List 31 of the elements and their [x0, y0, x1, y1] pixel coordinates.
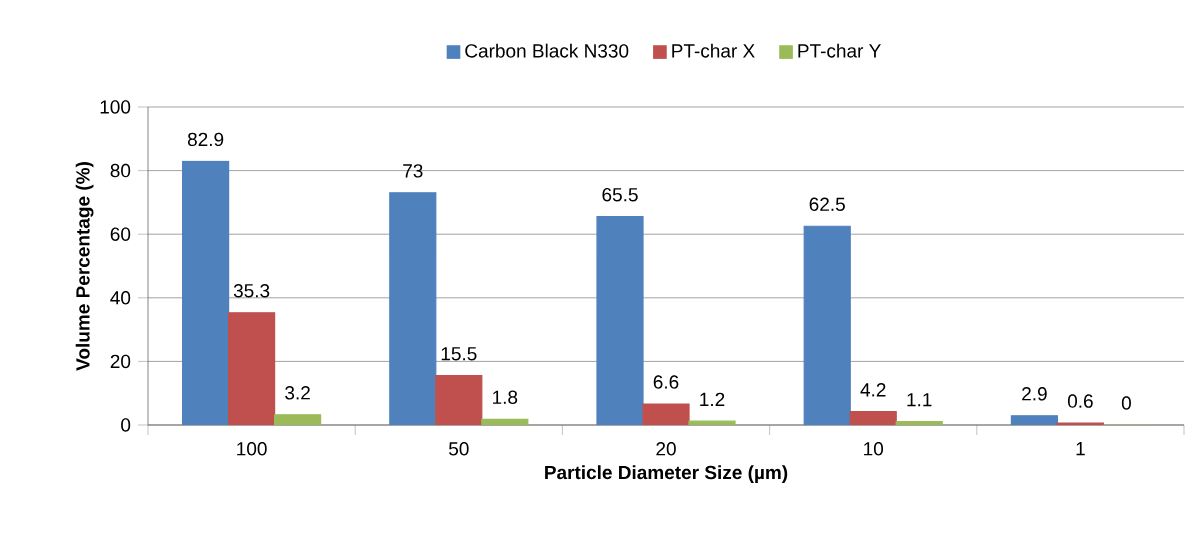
y-tick-label: 80 [110, 163, 131, 178]
x-axis-title: Particle Diameter Size (µm) [545, 465, 788, 483]
data-label: 0.6 [1067, 394, 1093, 408]
x-tick-label: 10 [864, 442, 884, 456]
y-tick-label: 40 [110, 291, 131, 305]
data-label: 62.5 [809, 197, 845, 211]
data-label: 15.5 [441, 347, 477, 361]
data-label: 65.5 [602, 187, 638, 202]
data-label: 82.9 [187, 132, 224, 147]
data-label: 1.2 [700, 392, 725, 406]
y-axis-title: Volume Percentage (%) [75, 162, 94, 371]
x-tick-label: 50 [448, 442, 469, 456]
data-label: 6.6 [653, 375, 679, 389]
legend-label: Carbon Black N330 [465, 43, 629, 58]
x-tick-label: 100 [237, 442, 267, 456]
data-label: 73 [403, 164, 423, 178]
data-label: 4.2 [860, 383, 886, 397]
y-tick-label: 20 [110, 354, 131, 369]
y-tick-label: 60 [110, 227, 131, 241]
legend-label: PT-char X [672, 43, 755, 58]
data-label: 2.9 [1022, 387, 1047, 401]
y-tick-label: 0 [121, 418, 131, 432]
legend-label: PT-char Y [798, 43, 881, 58]
data-label: 35.3 [233, 284, 270, 298]
data-label: 1.1 [907, 393, 932, 407]
data-label: 1.8 [493, 390, 518, 405]
x-tick-label: 20 [656, 442, 676, 456]
x-tick-label: 1 [1076, 442, 1085, 456]
data-label: 3.2 [285, 386, 310, 400]
data-label: 0 [1121, 396, 1131, 410]
y-tick-label: 100 [100, 100, 131, 114]
